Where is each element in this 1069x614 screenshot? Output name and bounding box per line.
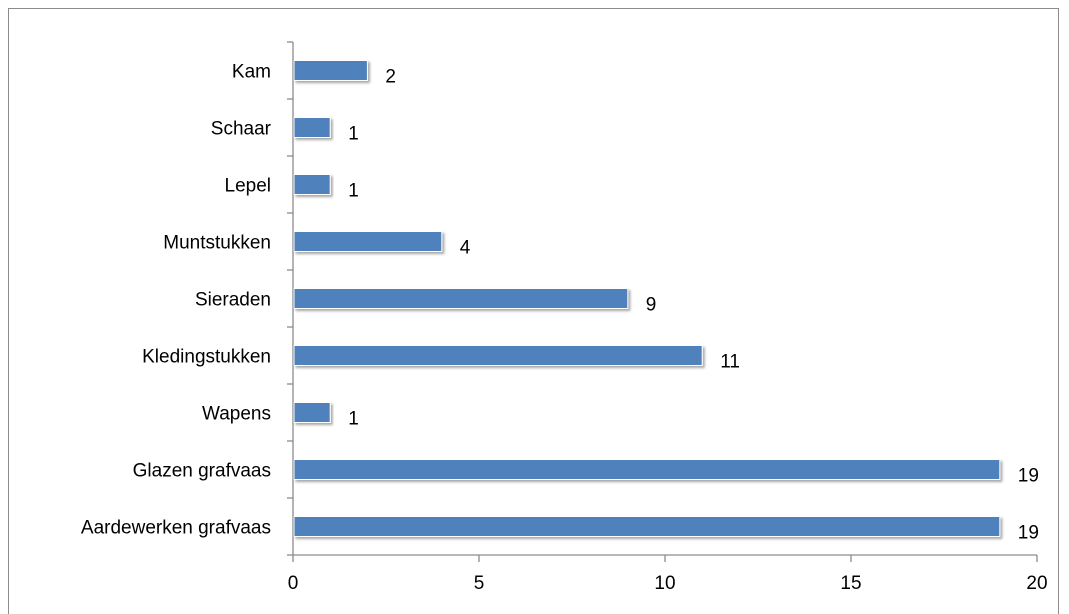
x-tick-label: 10 xyxy=(654,573,675,594)
x-tick-label: 5 xyxy=(474,573,485,594)
data-label: 4 xyxy=(460,238,471,259)
bars xyxy=(293,60,1001,537)
axes: 0 5 10 15 20 xyxy=(287,41,1048,594)
x-tick-label: 15 xyxy=(840,573,861,594)
bar xyxy=(293,402,331,423)
bar xyxy=(293,288,629,309)
category-label: Muntstukken xyxy=(163,233,271,254)
bar xyxy=(293,117,331,138)
data-label: 19 xyxy=(1018,523,1039,544)
bar xyxy=(293,459,1001,480)
data-label: 9 xyxy=(646,295,657,316)
data-label: 2 xyxy=(385,67,396,88)
bar xyxy=(293,516,1001,537)
category-label: Sieraden xyxy=(195,290,271,311)
data-label: 19 xyxy=(1018,466,1039,487)
bar xyxy=(293,60,368,81)
data-label: 11 xyxy=(720,352,740,373)
x-tick-label: 0 xyxy=(288,573,299,594)
data-label: 1 xyxy=(348,409,359,430)
category-label: Kam xyxy=(232,62,271,83)
category-label: Glazen grafvaas xyxy=(133,461,271,482)
category-label: Aardewerken grafvaas xyxy=(81,518,271,539)
bar xyxy=(293,345,703,366)
chart-area xyxy=(8,8,1059,614)
x-tick-label: 20 xyxy=(1026,573,1047,594)
data-label: 1 xyxy=(348,124,359,145)
category-label: Lepel xyxy=(225,176,272,197)
category-label: Schaar xyxy=(211,119,272,140)
category-label: Wapens xyxy=(202,404,271,425)
bar xyxy=(293,231,443,252)
data-label: 1 xyxy=(348,181,359,202)
bar xyxy=(293,174,331,195)
category-label: Kledingstukken xyxy=(142,347,271,368)
